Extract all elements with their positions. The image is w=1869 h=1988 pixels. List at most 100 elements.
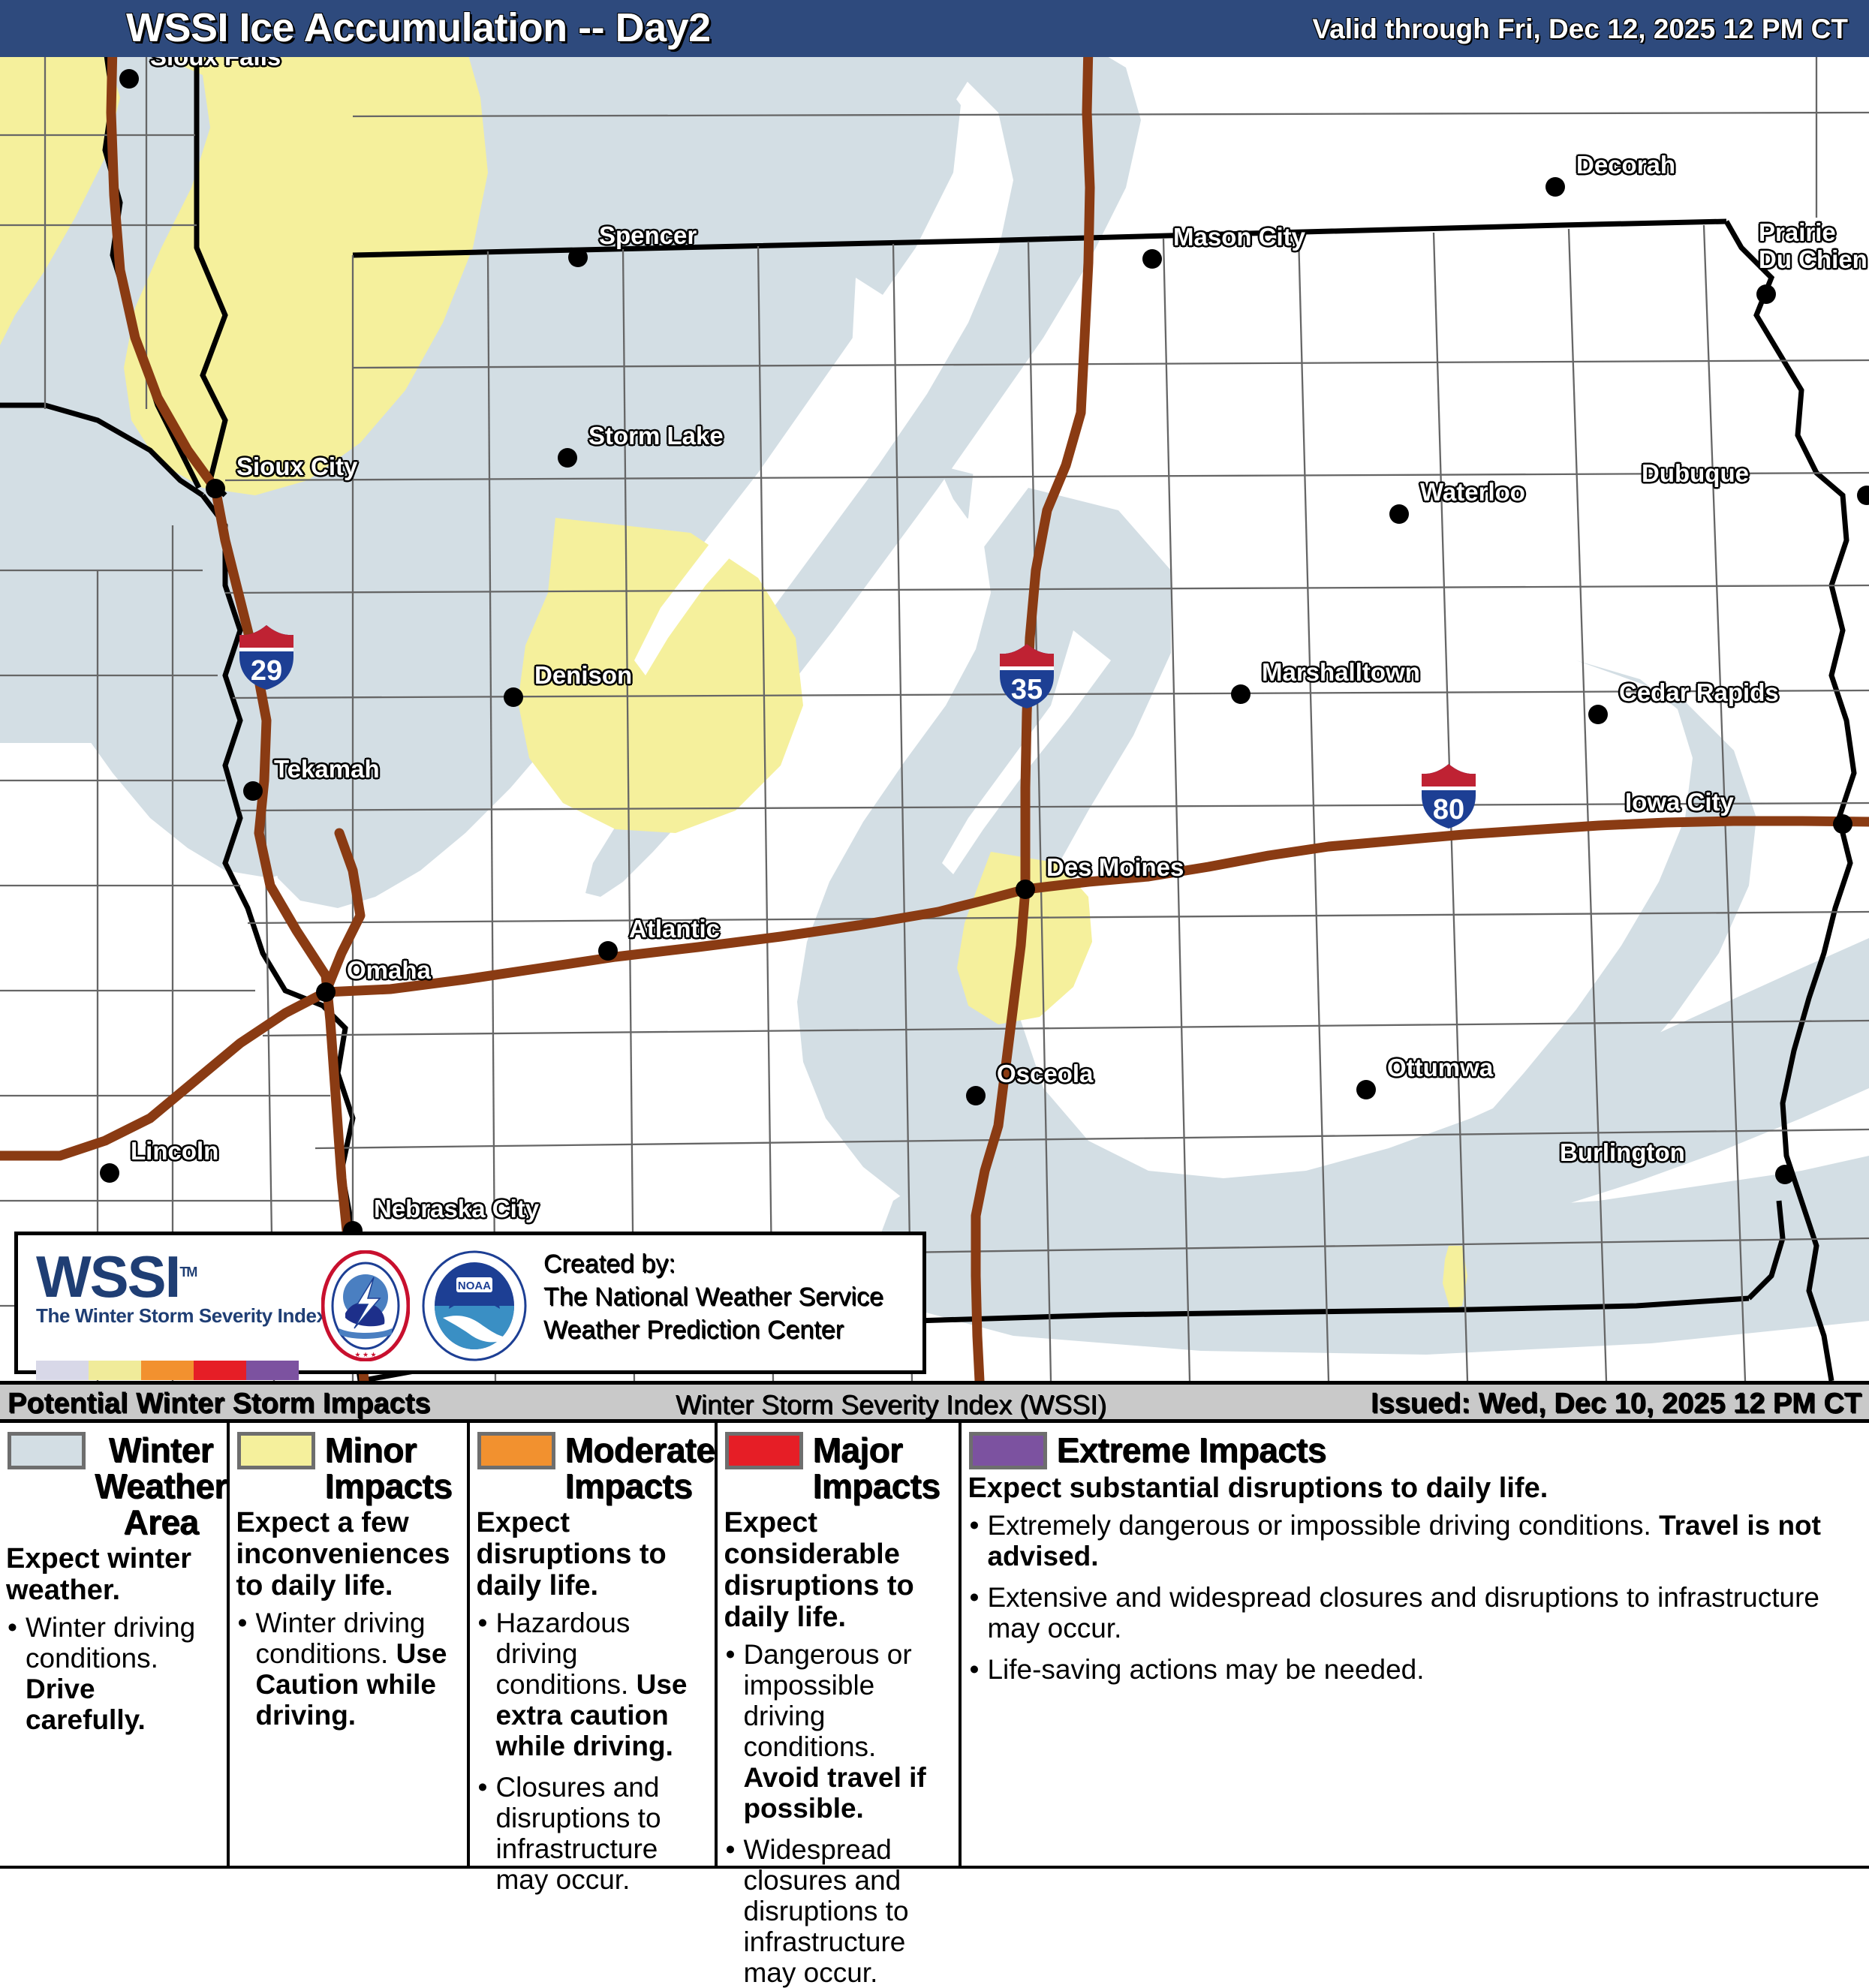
bullet-dot-icon: • [969, 1654, 980, 1685]
bullet-dot-icon: • [725, 1834, 736, 1865]
legend-header: Minor Impacts [230, 1423, 467, 1504]
legend-bullet-text: Winter driving conditions. Use Caution w… [255, 1608, 447, 1731]
city-label: Decorah [1576, 151, 1676, 179]
city-dot-icon [1142, 249, 1162, 269]
legend-bullet-text: Winter driving conditions. Drive careful… [26, 1612, 196, 1735]
legend-header: Major Impacts [718, 1423, 959, 1504]
trademark-mark: TM [179, 1265, 197, 1280]
legend-bullet-item: • Closures and disruptions to infrastruct… [477, 1772, 709, 1895]
city-label: Waterloo [1420, 478, 1525, 506]
city-label: Mason City [1173, 223, 1306, 251]
wssi-tagline: The Winter Storm Severity Index [36, 1304, 327, 1327]
legend-title: Winter Weather Area [95, 1430, 227, 1541]
map-graphic [0, 40, 1869, 1381]
legend-header: Extreme Impacts [962, 1423, 1869, 1469]
city-dot-icon [1588, 705, 1608, 724]
legend-swatch-extreme-impacts [969, 1432, 1048, 1469]
city-dot-icon [966, 1086, 986, 1105]
legend-title: Moderate Impacts [564, 1430, 715, 1505]
city-label: Omaha [347, 956, 431, 984]
legend-bullet-item: • Life-saving actions may be needed. [969, 1654, 1863, 1685]
created-by-line2: The National Weather Service [543, 1283, 883, 1311]
legend-bullet-text: Extremely dangerous or impossible drivin… [987, 1510, 1821, 1571]
legend-swatch-minor-impacts [237, 1432, 316, 1469]
city-dot-icon [119, 69, 139, 89]
city-dot-icon [1389, 504, 1409, 524]
legend-bullet-list: • Winter driving conditions. Drive carefu… [0, 1606, 227, 1735]
legend-column-moderate-impacts: Moderate Impacts Expect disruptions to da… [470, 1423, 718, 1895]
city-label: Iowa City [1625, 788, 1734, 816]
legend-column-extreme-impacts: Extreme Impacts Expect substantial disrup… [962, 1423, 1869, 1866]
valid-through-text: Valid through Fri, Dec 12, 2025 12 PM CT [1312, 14, 1849, 44]
city-label: Nebraska City [374, 1195, 540, 1223]
city-dot-icon [1545, 177, 1565, 197]
legend-title: Major Impacts [812, 1430, 941, 1505]
bullet-dot-icon: • [8, 1612, 17, 1643]
legend-title: Extreme Impacts [1056, 1430, 1326, 1469]
city-dot-icon [316, 982, 336, 1002]
bullet-dot-icon: • [969, 1582, 980, 1613]
city-dot-icon [100, 1163, 119, 1183]
city-label: Lincoln [131, 1137, 219, 1165]
issued-label: Issued: Wed, Dec 10, 2025 12 PM CT [1370, 1388, 1861, 1419]
legend-bullet-text: Hazardous driving conditions. Use extra … [495, 1608, 688, 1761]
created-by-line3: Weather Prediction Center [543, 1316, 844, 1344]
impact-legend: Winter Weather Area Expect winter weather… [0, 1423, 1869, 1988]
city-label: Denison [534, 661, 633, 689]
bullet-dot-icon: • [237, 1608, 248, 1638]
bullet-dot-icon: • [477, 1772, 488, 1803]
legend-column-winter-weather-area: Winter Weather Area Expect winter weather… [0, 1423, 230, 1866]
city-label: Burlington [1560, 1138, 1685, 1166]
city-dot-icon [206, 479, 225, 498]
legend-bullet-list: • Winter driving conditions. Use Caution … [230, 1602, 467, 1731]
minor-impacts-shading [0, 45, 1467, 1310]
bullet-dot-icon: • [477, 1608, 488, 1638]
bullet-dot-icon: • [969, 1510, 980, 1541]
wssi-brand: WSSITM The Winter Storm Severity Index [36, 1241, 327, 1328]
city-dot-icon [504, 687, 523, 707]
legend-bullet-text: Life-saving actions may be needed. [987, 1654, 1425, 1685]
city-label: Tekamah [274, 755, 380, 783]
city-label: Sioux City [236, 453, 358, 480]
map-canvas[interactable]: Sioux FallsSpencerMason CityDecorahPrair… [0, 0, 1869, 1381]
wssi-subtitle-label: Winter Storm Severity Index (WSSI) [676, 1389, 1107, 1420]
legend-bullet-item: • Winter driving conditions. Drive carefu… [8, 1612, 221, 1735]
city-dot-icon [1833, 814, 1852, 834]
legend-bullet-text: Dangerous or impossible driving conditio… [743, 1639, 926, 1824]
city-dot-icon [1857, 486, 1869, 505]
city-label: Prairie Du Chien [1759, 218, 1867, 273]
legend-header: Moderate Impacts [470, 1423, 715, 1504]
legend-bullet-text: Extensive and widespread closures and di… [987, 1582, 1819, 1644]
legend-swatch-major-impacts [725, 1432, 804, 1469]
legend-column-major-impacts: Major Impacts Expect considerable disrupt… [718, 1423, 962, 1988]
city-label: Cedar Rapids [1619, 678, 1779, 706]
legend-bullet-list: • Dangerous or impossible driving conditi… [718, 1633, 959, 1988]
city-label: Spencer [599, 221, 697, 249]
header-bar: WSSI Ice Accumulation -- Day2 Valid thro… [0, 0, 1869, 57]
legend-bullet-item: • Extremely dangerous or impossible drivi… [969, 1510, 1863, 1571]
legend-bullet-text: Closures and disruptions to infrastructu… [495, 1772, 661, 1895]
interstate-number-label: 29 [250, 655, 283, 687]
legend-intro-text: Expect a few inconveniences to daily lif… [236, 1507, 450, 1602]
svg-text:★ ★ ★: ★ ★ ★ [354, 1351, 376, 1358]
legend-title: Minor Impacts [324, 1430, 453, 1505]
created-by-line1: Created by: [543, 1250, 676, 1278]
city-label: Atlantic [629, 915, 721, 943]
legend-bullet-item: • Extensive and widespread closures and d… [969, 1582, 1863, 1644]
city-dot-icon [1756, 284, 1776, 304]
city-dot-icon [1016, 880, 1035, 899]
legend-intro-text: Expect winter weather. [6, 1543, 192, 1606]
county-lines [0, 45, 1869, 1381]
nws-seal-icon: ★ ★ ★ [321, 1250, 410, 1361]
interstate-number-label: 80 [1432, 794, 1465, 826]
interstate-lines [0, 40, 1869, 1381]
interstate-shield-80: 80 [1422, 764, 1476, 827]
legend-bullet-item: • Widespread closures and disruptions to … [725, 1834, 953, 1988]
city-label: Dubuque [1642, 459, 1749, 487]
city-dot-icon [558, 448, 577, 468]
city-dot-icon [568, 248, 588, 267]
legend-intro-text: Expect disruptions to daily life. [476, 1507, 667, 1602]
city-label: Ottumwa [1387, 1054, 1494, 1081]
interstate-shield-29: 29 [239, 625, 293, 688]
